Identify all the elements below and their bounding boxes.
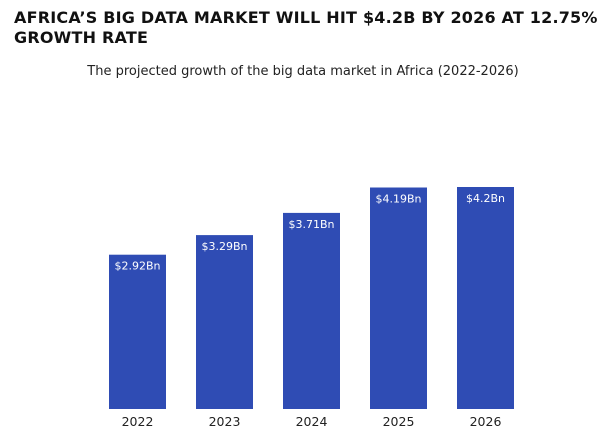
bar-2026 — [457, 187, 514, 409]
bar-2025 — [370, 187, 427, 409]
bars-group — [109, 187, 514, 409]
bar-labels-group: $2.92Bn $3.29Bn $3.71Bn $4.19Bn $4.2Bn — [114, 192, 505, 273]
bar-value-label-2022: $2.92Bn — [114, 260, 160, 273]
x-tick-2025: 2025 — [383, 414, 415, 429]
bar-value-label-2023: $3.29Bn — [201, 240, 247, 253]
bar-2022 — [109, 254, 166, 409]
chart-subtitle: The projected growth of the big data mar… — [87, 64, 519, 79]
bar-2023 — [196, 235, 253, 409]
bar-value-label-2024: $3.71Bn — [288, 218, 334, 231]
x-tick-2026: 2026 — [470, 414, 502, 429]
x-tick-2022: 2022 — [122, 414, 154, 429]
chart-title: AFRICA’S BIG DATA MARKET WILL HIT $4.2B … — [14, 8, 598, 47]
bar-value-label-2025: $4.19Bn — [375, 193, 421, 206]
x-tick-2024: 2024 — [296, 414, 328, 429]
bar-value-label-2026: $4.2Bn — [466, 192, 505, 205]
x-tick-2023: 2023 — [209, 414, 241, 429]
bar-2024 — [283, 212, 340, 409]
x-axis-ticks: 2022 2023 2024 2025 2026 — [122, 414, 502, 429]
